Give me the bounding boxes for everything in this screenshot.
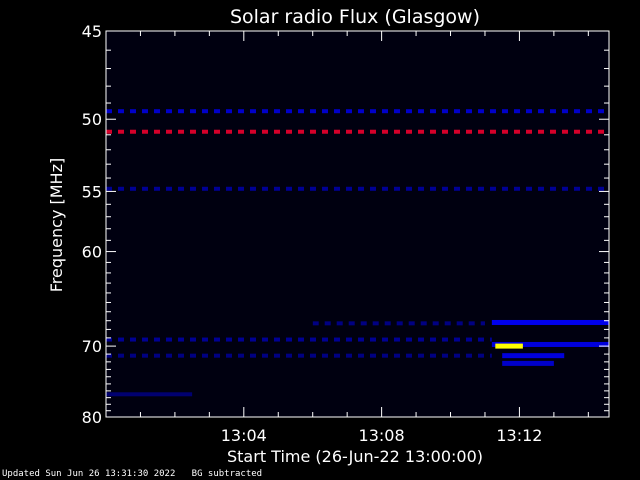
band-feature-2 <box>106 186 609 191</box>
plot-area <box>106 31 609 417</box>
plot-frame <box>105 30 610 418</box>
burst-feature-7 <box>491 319 609 325</box>
burst-feature-9 <box>495 343 523 349</box>
y-tick-label-5: 80 <box>82 408 102 427</box>
band-feature-0 <box>106 109 609 114</box>
y-tick-label-4: 70 <box>82 337 102 356</box>
x-tick-label-2: 13:12 <box>496 426 542 445</box>
background-note: BG subtracted <box>191 469 263 479</box>
band-feature-5 <box>106 353 492 358</box>
burst-feature-11 <box>502 360 554 366</box>
updated-timestamp: Updated Sun Jun 26 13:31:30 2022 <box>2 469 176 479</box>
x-tick-label-0: 13:04 <box>221 426 267 445</box>
spectrogram-features <box>106 109 609 397</box>
footer: Updated Sun Jun 26 13:31:30 2022 BG subt… <box>2 469 262 479</box>
burst-feature-10 <box>502 353 565 359</box>
band-feature-4 <box>106 337 492 342</box>
band-feature-1 <box>106 129 609 134</box>
x-axis-label: Start Time (26-Jun-22 13:00:00) <box>227 447 483 466</box>
band-feature-6 <box>106 392 193 397</box>
y-tick-label-2: 55 <box>82 182 102 201</box>
y-axis-label: Frequency [MHz] <box>47 158 66 292</box>
chart-title: Solar radio Flux (Glasgow) <box>230 6 480 28</box>
x-tick-label-1: 13:08 <box>359 426 405 445</box>
burst-feature-8 <box>491 341 609 347</box>
band-feature-3 <box>312 321 485 326</box>
y-tick-label-0: 45 <box>82 22 102 41</box>
y-tick-label-1: 50 <box>82 110 102 129</box>
y-tick-label-3: 60 <box>82 243 102 262</box>
x-axis-ticks: 13:04 13:08 13:12 <box>139 31 589 445</box>
y-axis-ticks: 45 50 55 60 70 80 <box>82 22 609 427</box>
